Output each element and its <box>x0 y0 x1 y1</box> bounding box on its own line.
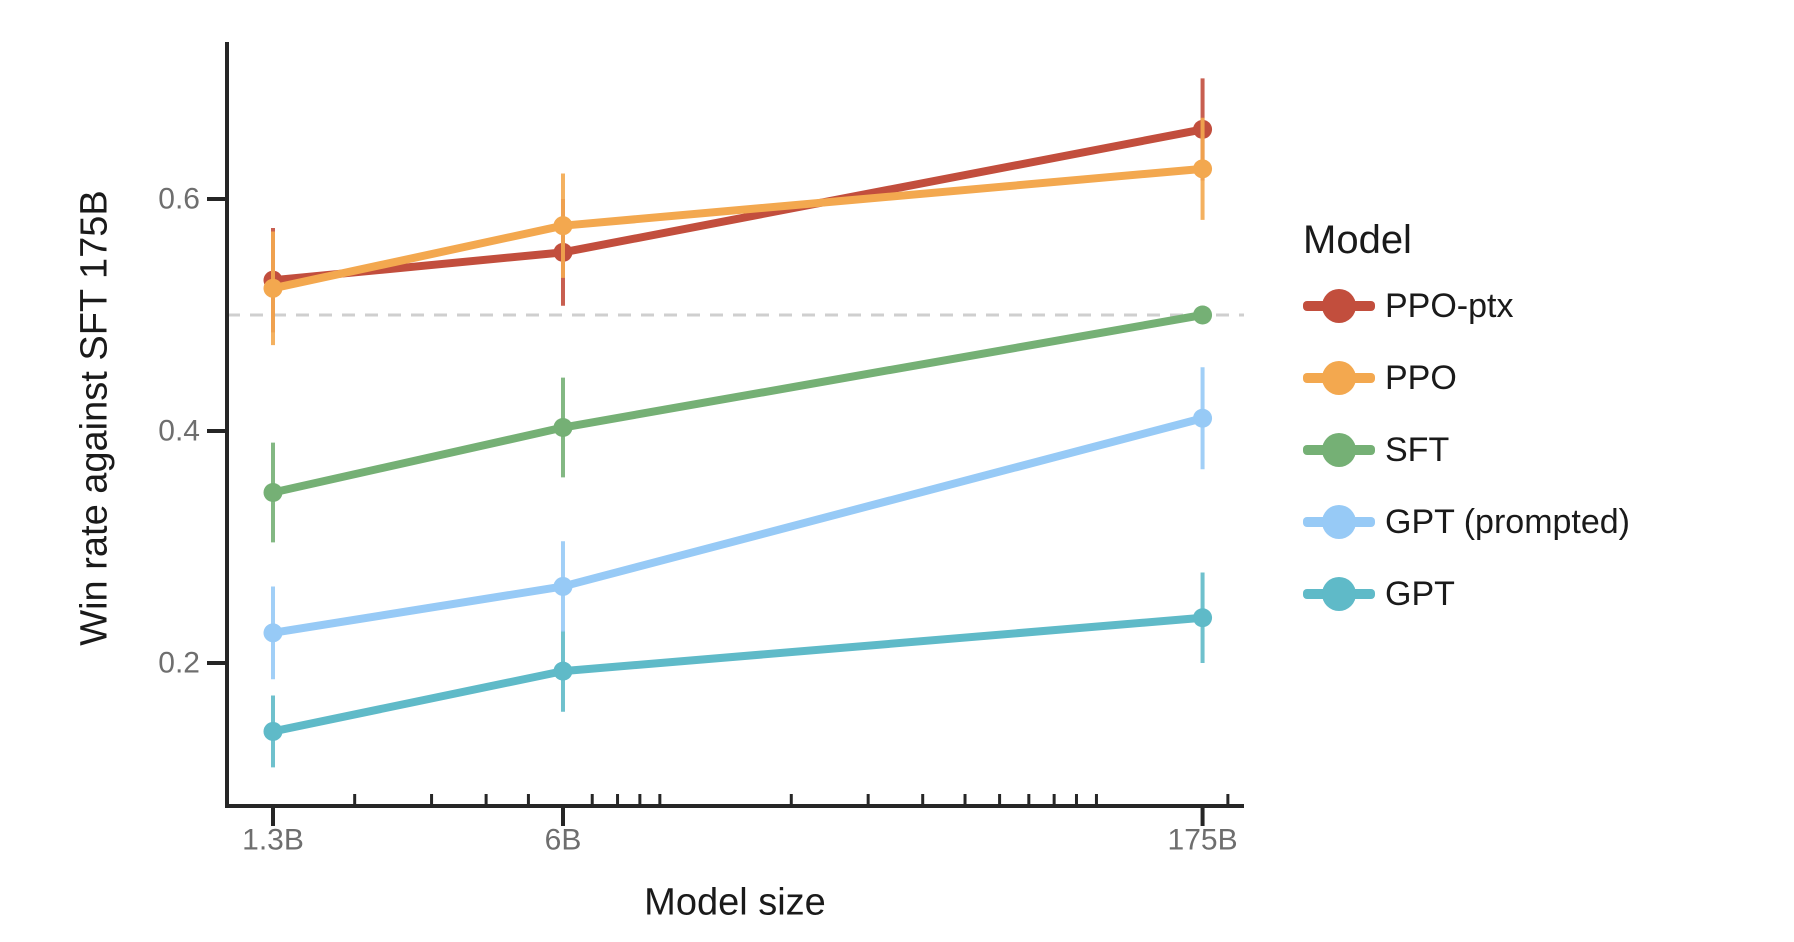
legend-item-label: GPT <box>1385 574 1455 613</box>
y-axis-title: Win rate against SFT 175B <box>73 190 116 646</box>
legend-swatch-icon <box>1303 572 1375 616</box>
data-point <box>553 216 573 236</box>
legend-item-gpt: GPT <box>1303 572 1630 616</box>
legend-item-ppo: PPO <box>1303 356 1630 400</box>
series-sft <box>263 305 1213 543</box>
legend: Model PPO-ptx PPO SFT GPT (prompted) GPT <box>1303 216 1630 616</box>
legend-item-label: PPO-ptx <box>1385 286 1514 325</box>
legend-item-ppo-ptx: PPO-ptx <box>1303 284 1630 328</box>
data-point <box>553 661 573 681</box>
data-point <box>263 721 283 741</box>
legend-rows: PPO-ptx PPO SFT GPT (prompted) GPT <box>1303 284 1630 616</box>
y-tick-label: 0.4 <box>158 415 200 448</box>
legend-swatch-icon <box>1303 284 1375 328</box>
legend-swatch-icon <box>1303 356 1375 400</box>
x-tick-label: 175B <box>1168 824 1238 857</box>
x-tick-label: 1.3B <box>242 824 304 857</box>
legend-item-gpt-prompted: GPT (prompted) <box>1303 500 1630 544</box>
series-gpt-prompted <box>263 367 1213 680</box>
data-point <box>1193 608 1213 628</box>
data-point <box>1193 305 1213 325</box>
series-ppo <box>263 117 1213 346</box>
x-axis-title: Model size <box>644 881 826 924</box>
y-tick-label: 0.2 <box>158 647 200 680</box>
legend-item-label: PPO <box>1385 358 1457 397</box>
legend-swatch-icon <box>1303 428 1375 472</box>
series-line <box>269 311 1207 497</box>
data-point <box>1193 159 1213 179</box>
legend-item-label: GPT (prompted) <box>1385 502 1631 541</box>
series-line <box>269 414 1207 637</box>
series-line <box>269 613 1207 736</box>
legend-item-sft: SFT <box>1303 428 1630 472</box>
legend-swatch-icon <box>1303 500 1375 544</box>
y-tick-label: 0.6 <box>158 183 200 216</box>
legend-title: Model <box>1303 218 1412 262</box>
legend-item-label: SFT <box>1385 430 1450 469</box>
data-point <box>553 418 573 438</box>
data-point <box>263 623 283 643</box>
series-gpt <box>263 572 1213 768</box>
x-tick-label: 6B <box>545 824 582 857</box>
data-point <box>1193 408 1213 428</box>
data-point <box>553 576 573 596</box>
data-point <box>263 278 283 298</box>
data-point <box>263 482 283 502</box>
series-ppo-ptx <box>263 78 1213 333</box>
